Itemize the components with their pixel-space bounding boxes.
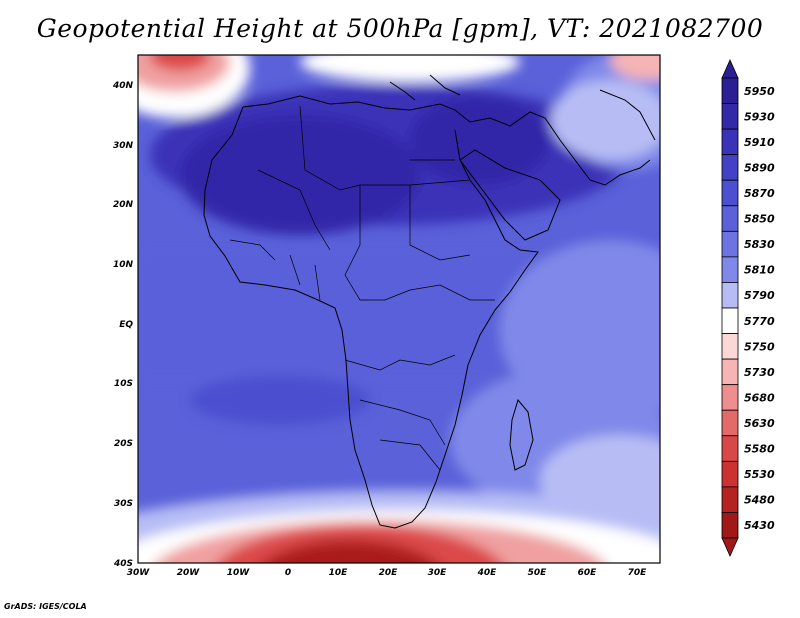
- colorbar-label: 5770: [744, 315, 775, 328]
- colorbar-top-arrow: [721, 59, 739, 79]
- colorbar-label: 5950: [744, 85, 775, 98]
- colorbar-swatch: [721, 256, 739, 283]
- colorbar-label: 5810: [744, 264, 775, 277]
- colorbar-swatch: [721, 230, 739, 258]
- colorbar-swatch: [721, 103, 739, 130]
- colorbar-swatch: [721, 384, 739, 411]
- lon-label: 0: [285, 568, 291, 578]
- colorbar-label: 5830: [744, 238, 775, 251]
- colorbar-label: 5680: [744, 391, 775, 404]
- lon-label: 60E: [578, 568, 598, 578]
- lon-label: 30W: [127, 568, 151, 578]
- colorbar-label: 5890: [744, 161, 775, 174]
- colorbar-swatch: [721, 333, 739, 360]
- lat-label: EQ: [119, 320, 133, 330]
- lon-label: 10W: [227, 568, 251, 578]
- latitude-axis: 40N 30N 20N 10N EQ 10S 20S 30S 40S: [112, 81, 134, 569]
- colorbar-swatch: [721, 154, 739, 181]
- colorbar-label: 5480: [744, 494, 775, 507]
- colorbar-label: 5850: [744, 213, 775, 226]
- height-field: [138, 55, 660, 563]
- lon-label: 10E: [329, 568, 349, 578]
- colorbar-swatch: [721, 409, 739, 437]
- colorbar-swatch: [721, 435, 739, 462]
- colorbar-label: 5630: [744, 417, 775, 430]
- map-frame: [137, 54, 661, 564]
- lon-label: 30E: [428, 568, 448, 578]
- colorbar-swatch: [721, 460, 739, 488]
- colorbar-label: 5730: [744, 366, 775, 379]
- lat-label: 30S: [114, 499, 133, 509]
- colorbar-label: 5530: [744, 468, 775, 481]
- country-borders: [229, 105, 495, 471]
- colorbar-label: 5430: [744, 519, 775, 532]
- colorbar: 5950 5930 5910 5890 5870 5850 5830 5810 5790 5770…: [721, 59, 775, 557]
- colorbar-swatch: [721, 282, 739, 309]
- lat-label: 40S: [113, 559, 133, 569]
- coastlines: [203, 74, 656, 529]
- map-title: Geopotential Height at 500hPa [gpm], VT:…: [36, 14, 764, 43]
- lat-label: 10S: [114, 379, 133, 389]
- colorbar-label: 5930: [744, 110, 775, 123]
- lon-label: 70E: [628, 568, 648, 578]
- lat-label: 30N: [113, 141, 134, 151]
- colorbar-label: 5870: [744, 187, 775, 200]
- longitude-axis: 30W 20W 10W 0 10E 20E 30E 40E 50E 60E 70…: [127, 568, 647, 578]
- colorbar-swatch: [721, 128, 739, 156]
- lon-label: 20E: [379, 568, 399, 578]
- colorbar-swatch: [721, 512, 739, 539]
- lat-label: 40N: [112, 81, 134, 91]
- colorbar-label: 5580: [744, 443, 775, 456]
- colorbar-swatch: [721, 486, 739, 513]
- lat-label: 10N: [113, 260, 134, 270]
- colorbar-swatch: [721, 77, 739, 104]
- colorbar-label: 5910: [744, 136, 775, 149]
- colorbar-swatch: [721, 179, 739, 207]
- lon-label: 40E: [477, 568, 498, 578]
- colorbar-label: 5790: [744, 289, 775, 302]
- lon-label: 50E: [528, 568, 548, 578]
- colorbar-swatch: [721, 358, 739, 386]
- colorbar-bottom-arrow: [721, 537, 739, 557]
- colorbar-swatch: [721, 307, 739, 334]
- credit-text: GrADS: IGES/COLA: [4, 602, 87, 611]
- colorbar-label: 5750: [744, 340, 775, 353]
- lon-label: 20W: [177, 568, 201, 578]
- lat-label: 20N: [113, 200, 134, 210]
- lat-label: 20S: [114, 439, 133, 449]
- colorbar-swatch: [721, 205, 739, 232]
